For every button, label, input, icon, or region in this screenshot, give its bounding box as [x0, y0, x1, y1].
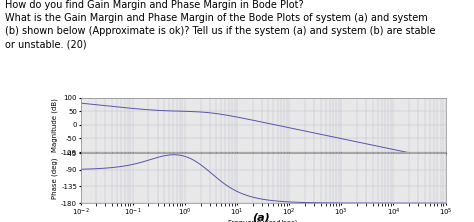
Y-axis label: Phase (deg): Phase (deg): [52, 157, 58, 199]
Text: How do you find Gain Margin and Phase Margin in Bode Plot?
What is the Gain Marg: How do you find Gain Margin and Phase Ma…: [5, 0, 435, 50]
X-axis label: Frequency (rad/sec): Frequency (rad/sec): [228, 219, 298, 222]
Text: (a): (a): [252, 213, 270, 222]
Y-axis label: Magnitude (dB): Magnitude (dB): [52, 98, 58, 152]
